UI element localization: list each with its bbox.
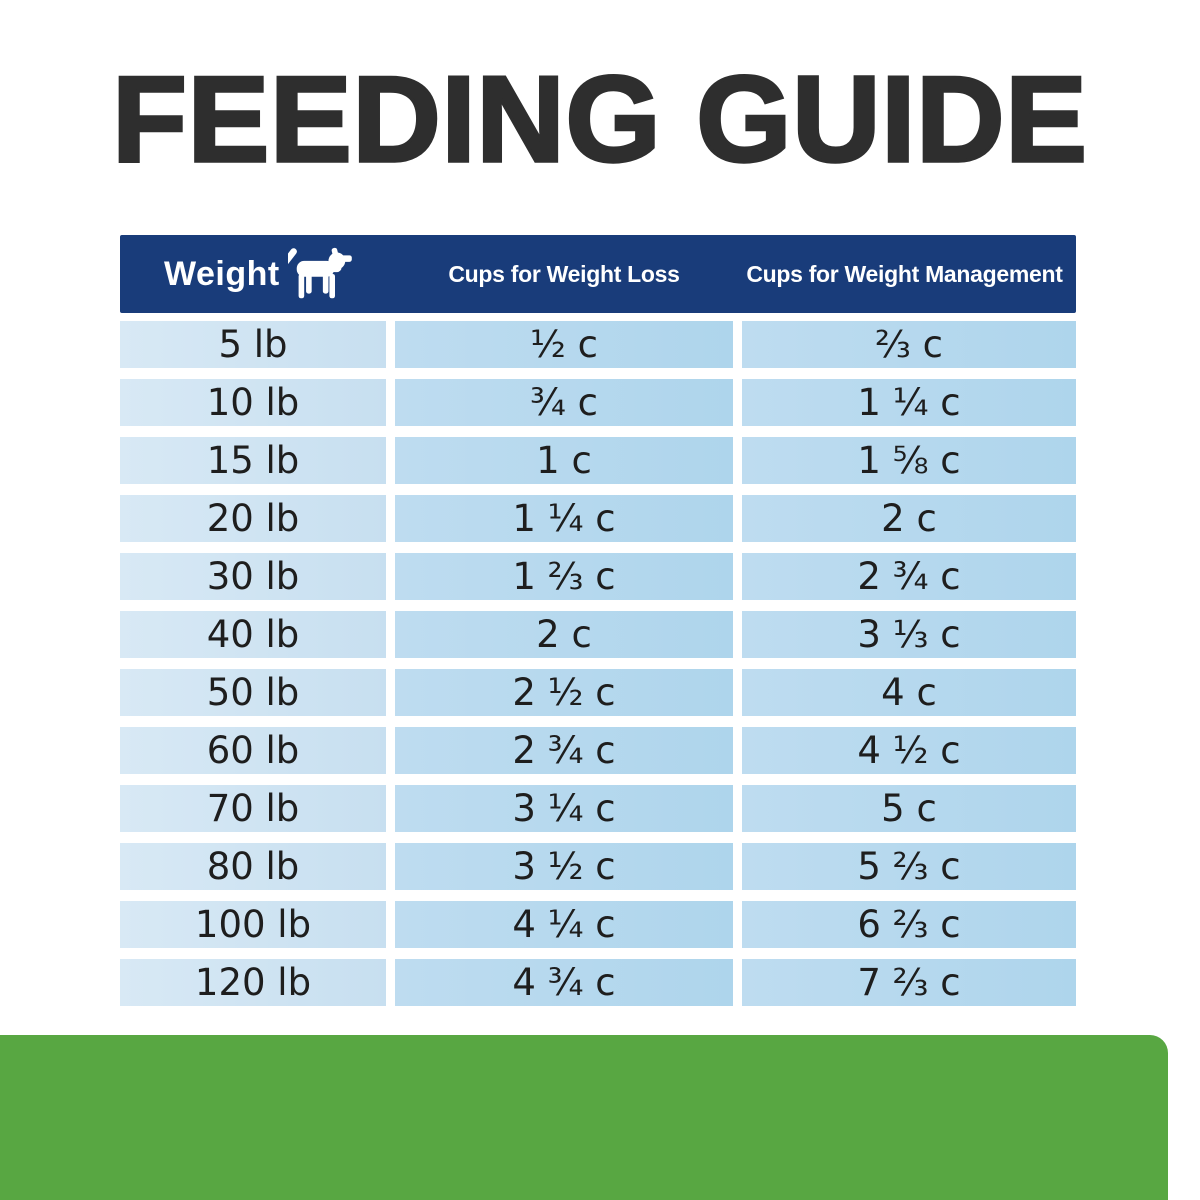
weight-column-header: Weight bbox=[164, 254, 280, 293]
management-cell: 2 c bbox=[742, 495, 1076, 542]
loss-cell: 4 ¼ c bbox=[395, 901, 733, 948]
weight-cell: 100 lb bbox=[120, 901, 386, 948]
weight-cell: 40 lb bbox=[120, 611, 386, 658]
weight-cell: 120 lb bbox=[120, 959, 386, 1006]
weight-cell: 5 lb bbox=[120, 321, 386, 368]
management-column-header: Cups for Weight Management bbox=[746, 260, 1063, 287]
loss-cell: 2 ¾ c bbox=[395, 727, 733, 774]
loss-cell: ½ c bbox=[395, 321, 733, 368]
loss-cell: ¾ c bbox=[395, 379, 733, 426]
management-cell: 7 ⅔ c bbox=[742, 959, 1076, 1006]
management-cell: 5 c bbox=[742, 785, 1076, 832]
weight-cell: 20 lb bbox=[120, 495, 386, 542]
dog-silhouette-icon bbox=[281, 246, 354, 307]
management-cell: 1 ⅝ c bbox=[742, 437, 1076, 484]
feeding-table: Weight Cups for Weight Loss Cups for Wei bbox=[120, 235, 1076, 1017]
loss-cell: 3 ¼ c bbox=[395, 785, 733, 832]
management-cell: 1 ¼ c bbox=[742, 379, 1076, 426]
green-footer-bar bbox=[0, 1035, 1168, 1200]
management-cell: 4 ½ c bbox=[742, 727, 1076, 774]
loss-column-header: Cups for Weight Loss bbox=[448, 260, 680, 287]
management-cell: 2 ¾ c bbox=[742, 553, 1076, 600]
management-cell: 6 ⅔ c bbox=[742, 901, 1076, 948]
loss-cell: 1 ¼ c bbox=[395, 495, 733, 542]
weight-cell: 15 lb bbox=[120, 437, 386, 484]
loss-cell: 4 ¾ c bbox=[395, 959, 733, 1006]
weight-cell: 30 lb bbox=[120, 553, 386, 600]
loss-cell: 2 c bbox=[395, 611, 733, 658]
management-cell: 4 c bbox=[742, 669, 1076, 716]
loss-cell: 1 c bbox=[395, 437, 733, 484]
management-cell: 5 ⅔ c bbox=[742, 843, 1076, 890]
page-title: FEEDING GUIDE bbox=[110, 50, 1088, 188]
weight-cell: 50 lb bbox=[120, 669, 386, 716]
loss-cell: 1 ⅔ c bbox=[395, 553, 733, 600]
loss-cell: 2 ½ c bbox=[395, 669, 733, 716]
weight-cell: 60 lb bbox=[120, 727, 386, 774]
weight-cell: 10 lb bbox=[120, 379, 386, 426]
weight-cell: 70 lb bbox=[120, 785, 386, 832]
weight-cell: 80 lb bbox=[120, 843, 386, 890]
table-header: Weight Cups for Weight Loss Cups for Wei bbox=[120, 235, 1076, 313]
loss-cell: 3 ½ c bbox=[395, 843, 733, 890]
management-cell: ⅔ c bbox=[742, 321, 1076, 368]
management-cell: 3 ⅓ c bbox=[742, 611, 1076, 658]
